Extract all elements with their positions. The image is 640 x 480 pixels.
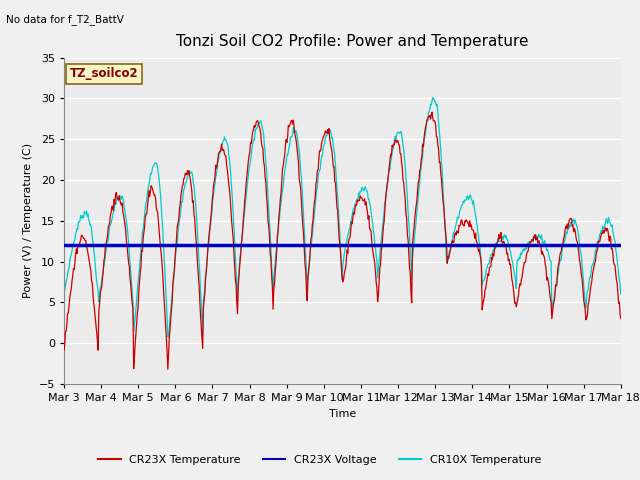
Y-axis label: Power (V) / Temperature (C): Power (V) / Temperature (C) (23, 143, 33, 299)
Text: TZ_soilco2: TZ_soilco2 (70, 67, 138, 80)
X-axis label: Time: Time (329, 408, 356, 419)
Text: Tonzi Soil CO2 Profile: Power and Temperature: Tonzi Soil CO2 Profile: Power and Temper… (176, 34, 528, 48)
Legend: CR23X Temperature, CR23X Voltage, CR10X Temperature: CR23X Temperature, CR23X Voltage, CR10X … (94, 451, 546, 469)
Text: No data for f_T2_BattV: No data for f_T2_BattV (6, 14, 124, 25)
